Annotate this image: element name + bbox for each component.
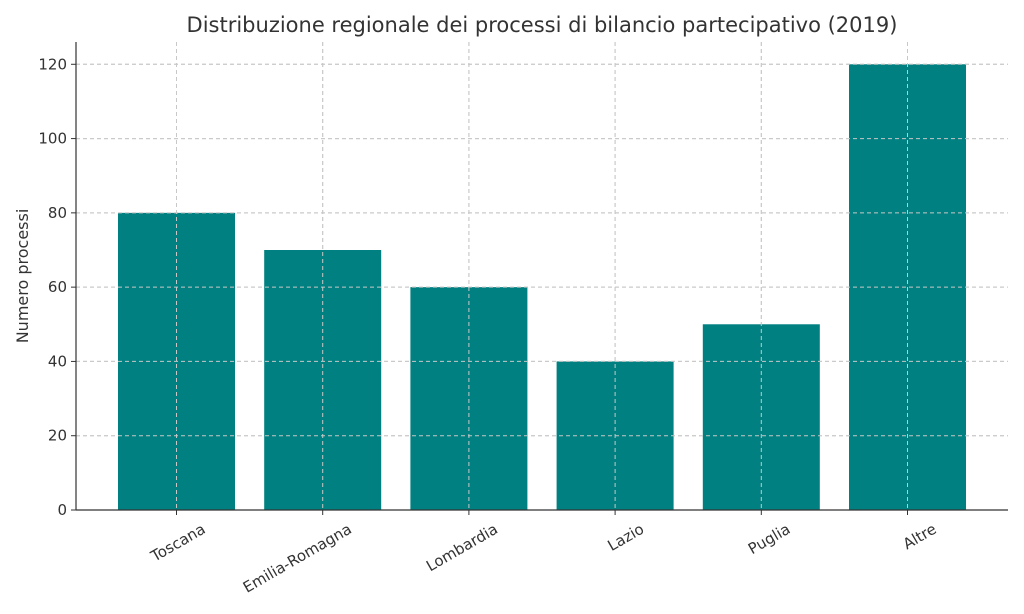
y-tick-label: 0 (57, 501, 67, 519)
x-tick-label: Toscana (147, 520, 209, 566)
y-tick-label: 20 (48, 427, 67, 445)
y-ticks: 0 20 40 60 80 100 120 (38, 55, 76, 519)
x-ticks: Toscana Emilia-Romagna Lombardia Lazio Pugli… (147, 510, 940, 597)
y-tick-label: 120 (38, 55, 67, 73)
chart-title: Distribuzione regionale dei processi di … (187, 13, 898, 37)
y-tick-label: 60 (48, 278, 67, 296)
y-tick-label: 80 (48, 204, 67, 222)
x-tick-label: Lombardia (423, 520, 501, 575)
y-tick-label: 100 (38, 130, 67, 148)
axes (75, 42, 1008, 511)
x-tick-label: Emilia-Romagna (240, 520, 355, 597)
x-tick-label: Lazio (605, 520, 648, 555)
x-tick-label: Altre (900, 520, 940, 553)
x-grid-overlay (76, 42, 1008, 510)
y-tick-label: 40 (48, 352, 67, 370)
x-tick-label: Puglia (745, 520, 793, 558)
y-axis-title: Numero processi (13, 209, 32, 344)
